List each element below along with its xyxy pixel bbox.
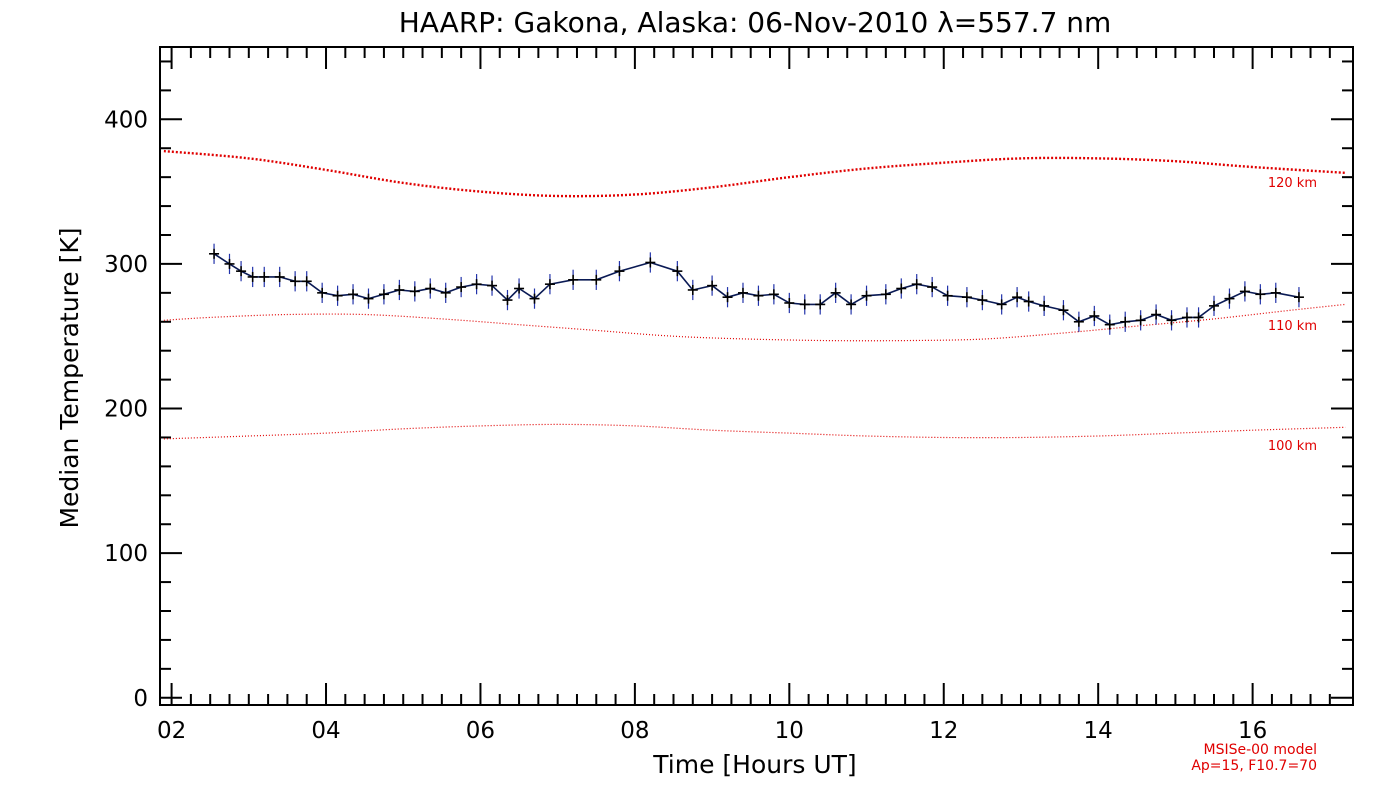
- data-point: [591, 269, 602, 290]
- x-tick-label: 16: [1238, 718, 1267, 744]
- data-point: [1166, 310, 1177, 331]
- data-point: [332, 285, 343, 306]
- plot-frame: [159, 46, 1354, 706]
- temperature-line: [213, 253, 1300, 326]
- data-point: [378, 284, 389, 305]
- data-point: [614, 261, 625, 282]
- data-point: [1023, 291, 1034, 312]
- x-tick-label: 08: [620, 718, 649, 744]
- model-note-1: MSISe-00 model: [1203, 742, 1317, 758]
- data-point: [830, 282, 841, 303]
- data-point: [1089, 305, 1100, 327]
- data-point: [1224, 288, 1235, 309]
- data-point: [911, 274, 922, 295]
- data-point: [274, 266, 285, 288]
- data-point: [961, 287, 972, 308]
- data-point: [236, 261, 247, 282]
- y-tick-label: 300: [104, 252, 148, 278]
- data-point: [487, 275, 498, 296]
- data-point: [1151, 304, 1162, 325]
- data-point: [896, 278, 907, 299]
- data-point: [687, 279, 698, 301]
- data-point: [645, 252, 656, 273]
- model-line-110-km: [163, 303, 1346, 342]
- data-point: [815, 294, 826, 315]
- data-point: [1039, 295, 1050, 316]
- data-point: [1135, 310, 1146, 331]
- data-point: [301, 271, 312, 292]
- data-point: [707, 275, 718, 296]
- data-series: [209, 243, 1304, 335]
- data-point: [1181, 307, 1192, 328]
- data-point: [440, 282, 451, 303]
- data-point: [502, 289, 513, 311]
- data-point: [209, 243, 220, 264]
- data-point: [290, 271, 301, 292]
- model-curves: 120 km 110 km 100 km: [163, 149, 1346, 454]
- data-point: [1058, 300, 1069, 321]
- data-point: [927, 276, 938, 298]
- data-point: [1104, 314, 1115, 335]
- chart-title: HAARP: Gakona, Alaska: 06-Nov-2010 λ=557…: [399, 6, 1112, 39]
- data-point: [568, 269, 579, 290]
- data-point: [722, 287, 733, 308]
- data-point: [1293, 287, 1304, 308]
- model-note-2: Ap=15, F10.7=70: [1191, 758, 1317, 774]
- data-point: [996, 294, 1007, 315]
- x-axis-label: Time [Hours UT]: [652, 750, 856, 779]
- data-point: [1120, 311, 1131, 332]
- data-point: [1255, 284, 1266, 305]
- data-point: [456, 276, 467, 298]
- data-point: [846, 294, 857, 315]
- data-point: [1073, 311, 1084, 332]
- x-tick-label: 02: [157, 718, 186, 744]
- data-point: [514, 278, 525, 299]
- data-point: [942, 285, 953, 306]
- data-point: [737, 282, 748, 303]
- y-axis: 0 100 200 300 400: [104, 60, 1353, 712]
- data-point: [259, 266, 270, 288]
- x-axis: 02 04 06 08 10 12 14 16: [157, 47, 1331, 744]
- data-point: [1270, 282, 1281, 303]
- data-point: [544, 274, 555, 295]
- data-point: [1012, 287, 1023, 308]
- data-point: [753, 285, 764, 306]
- data-point: [672, 261, 683, 282]
- data-point: [317, 282, 328, 303]
- data-point: [784, 292, 795, 314]
- data-point: [224, 253, 235, 275]
- data-point: [861, 285, 872, 306]
- data-point: [394, 279, 405, 301]
- data-point: [1193, 307, 1204, 328]
- data-point: [425, 278, 436, 299]
- data-point: [880, 284, 891, 305]
- data-point: [348, 284, 359, 305]
- model-line-label: 120 km: [1268, 176, 1317, 191]
- model-line-100-km: [163, 423, 1346, 440]
- model-line-label: 110 km: [1268, 319, 1317, 334]
- data-point: [247, 266, 258, 288]
- y-tick-label: 0: [133, 686, 148, 712]
- model-line-120-km: [163, 149, 1346, 198]
- y-axis-label: Median Temperature [K]: [55, 227, 84, 528]
- data-point: [363, 288, 374, 309]
- y-tick-label: 200: [104, 397, 148, 423]
- y-tick-label: 400: [104, 107, 148, 133]
- data-point: [799, 294, 810, 315]
- data-point: [471, 274, 482, 295]
- x-tick-label: 04: [311, 718, 340, 744]
- data-point: [1239, 281, 1250, 302]
- data-point: [529, 288, 540, 309]
- y-tick-label: 100: [104, 541, 148, 567]
- data-point: [1209, 295, 1220, 316]
- x-tick-label: 06: [466, 718, 495, 744]
- data-point: [409, 281, 420, 302]
- x-tick-label: 14: [1084, 718, 1113, 744]
- model-line-label: 100 km: [1268, 439, 1317, 454]
- data-point: [768, 284, 779, 305]
- x-tick-label: 12: [929, 718, 958, 744]
- data-point: [977, 289, 988, 311]
- x-tick-label: 10: [775, 718, 804, 744]
